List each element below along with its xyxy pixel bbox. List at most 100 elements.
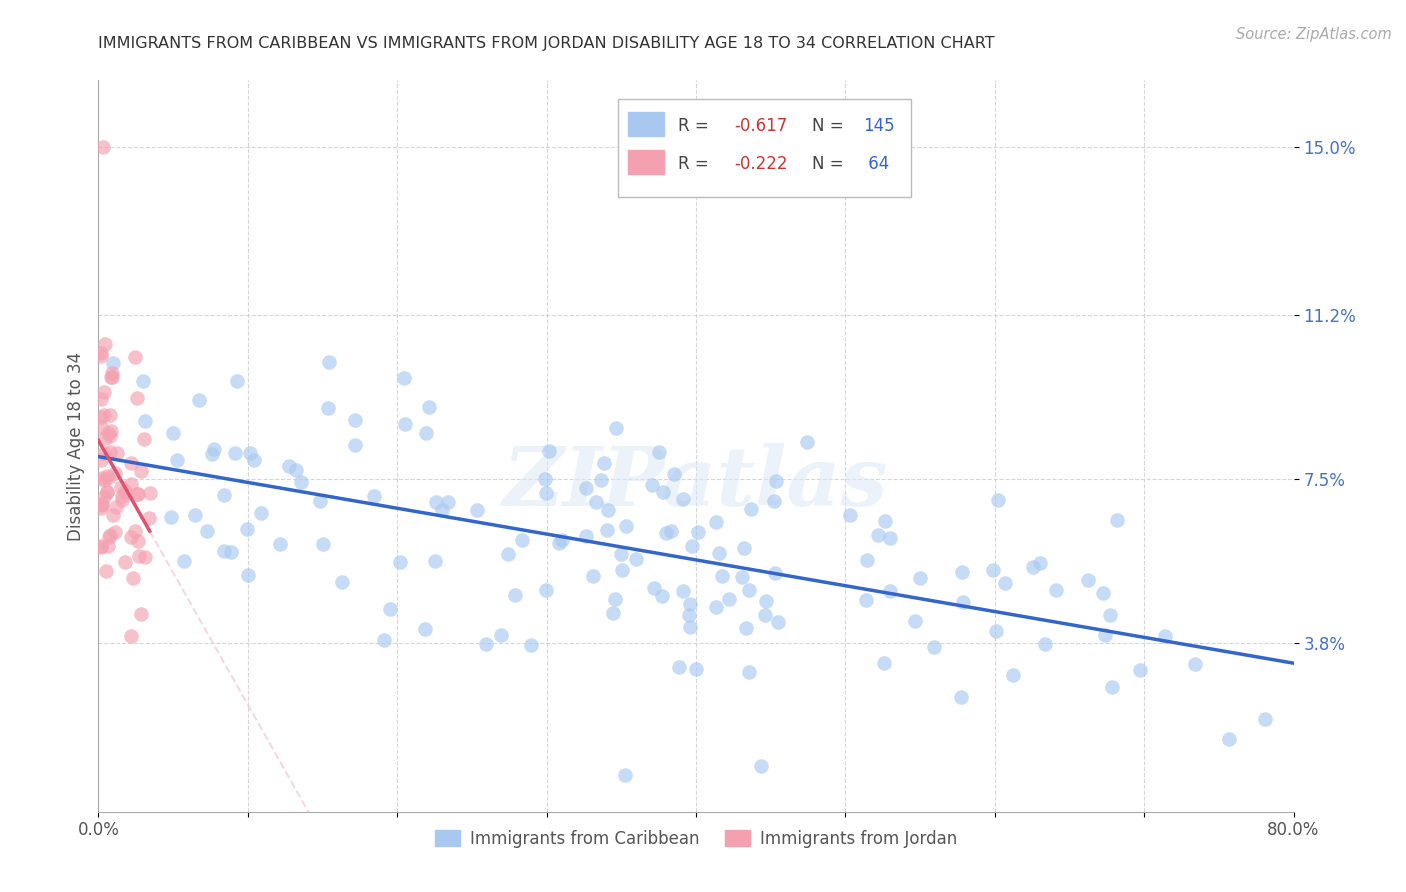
Text: 64: 64 — [863, 155, 890, 173]
Point — [394, 417, 416, 432]
Point — [763, 494, 786, 508]
Point — [120, 530, 142, 544]
Point — [510, 533, 533, 548]
Point — [1098, 607, 1121, 622]
Point — [94, 337, 117, 351]
Point — [100, 424, 122, 438]
Point — [679, 620, 702, 634]
Point — [101, 370, 124, 384]
Point — [922, 640, 945, 655]
Point — [1094, 628, 1116, 642]
Point — [90, 349, 112, 363]
Point — [129, 607, 152, 622]
Point — [596, 502, 619, 516]
Point — [90, 540, 112, 554]
Point — [610, 563, 633, 577]
Point — [681, 539, 703, 553]
Point — [647, 445, 669, 459]
Point — [548, 535, 571, 549]
Point — [994, 575, 1017, 590]
Point — [672, 584, 695, 599]
Point — [1001, 668, 1024, 682]
Point — [534, 472, 557, 486]
Point — [1029, 556, 1052, 570]
Point — [138, 511, 160, 525]
Point — [166, 453, 188, 467]
Point — [388, 556, 411, 570]
Point — [668, 660, 690, 674]
Point — [290, 475, 312, 489]
Point — [678, 607, 700, 622]
Point — [614, 519, 637, 533]
Point — [643, 582, 665, 596]
Point — [602, 606, 624, 620]
Point — [93, 473, 115, 487]
Point — [394, 371, 416, 385]
Point — [127, 534, 149, 549]
Point — [120, 456, 142, 470]
Point — [664, 467, 686, 482]
Point — [93, 446, 115, 460]
Point — [536, 485, 558, 500]
Point — [585, 495, 607, 509]
Point — [740, 502, 762, 516]
Point — [378, 602, 401, 616]
Text: R =: R = — [678, 118, 714, 136]
Point — [437, 494, 460, 508]
Point — [592, 456, 614, 470]
Point — [952, 595, 974, 609]
Point — [855, 593, 877, 607]
Y-axis label: Disability Age 18 to 34: Disability Age 18 to 34 — [66, 351, 84, 541]
Point — [120, 629, 142, 643]
Point — [188, 393, 211, 408]
Point — [413, 622, 436, 636]
Point — [465, 503, 488, 517]
Point — [90, 346, 112, 360]
Point — [839, 508, 862, 522]
Point — [96, 484, 118, 499]
Point — [603, 591, 626, 606]
Point — [219, 545, 242, 559]
Point — [1254, 712, 1277, 726]
Point — [605, 421, 627, 435]
Point — [879, 584, 901, 599]
Point — [214, 544, 236, 558]
Point — [704, 600, 727, 615]
Point — [90, 420, 112, 434]
Point — [93, 385, 115, 400]
Point — [249, 506, 271, 520]
Point — [910, 571, 932, 585]
Point — [127, 487, 149, 501]
Point — [91, 471, 114, 485]
Point — [90, 392, 112, 406]
Point — [765, 474, 787, 488]
Point — [949, 690, 972, 704]
Point — [489, 627, 512, 641]
Point — [733, 541, 755, 555]
Point — [707, 546, 730, 560]
Text: Source: ZipAtlas.com: Source: ZipAtlas.com — [1236, 27, 1392, 42]
Point — [679, 597, 702, 611]
Point — [125, 486, 148, 500]
Bar — [628, 151, 664, 174]
Point — [688, 524, 710, 539]
Point — [269, 537, 291, 551]
Point — [655, 526, 678, 541]
Point — [96, 540, 118, 554]
Point — [984, 624, 1007, 639]
Point — [624, 552, 647, 566]
Point — [226, 374, 249, 388]
Point — [124, 350, 146, 364]
Point — [318, 355, 340, 369]
Point — [90, 539, 112, 553]
Point — [91, 497, 114, 511]
Point — [132, 432, 155, 446]
Point — [120, 477, 142, 491]
Point — [90, 409, 112, 424]
Point — [866, 528, 889, 542]
Point — [312, 537, 335, 551]
Point — [243, 453, 266, 467]
Point — [685, 662, 707, 676]
Point — [330, 575, 353, 590]
Point — [641, 478, 664, 492]
